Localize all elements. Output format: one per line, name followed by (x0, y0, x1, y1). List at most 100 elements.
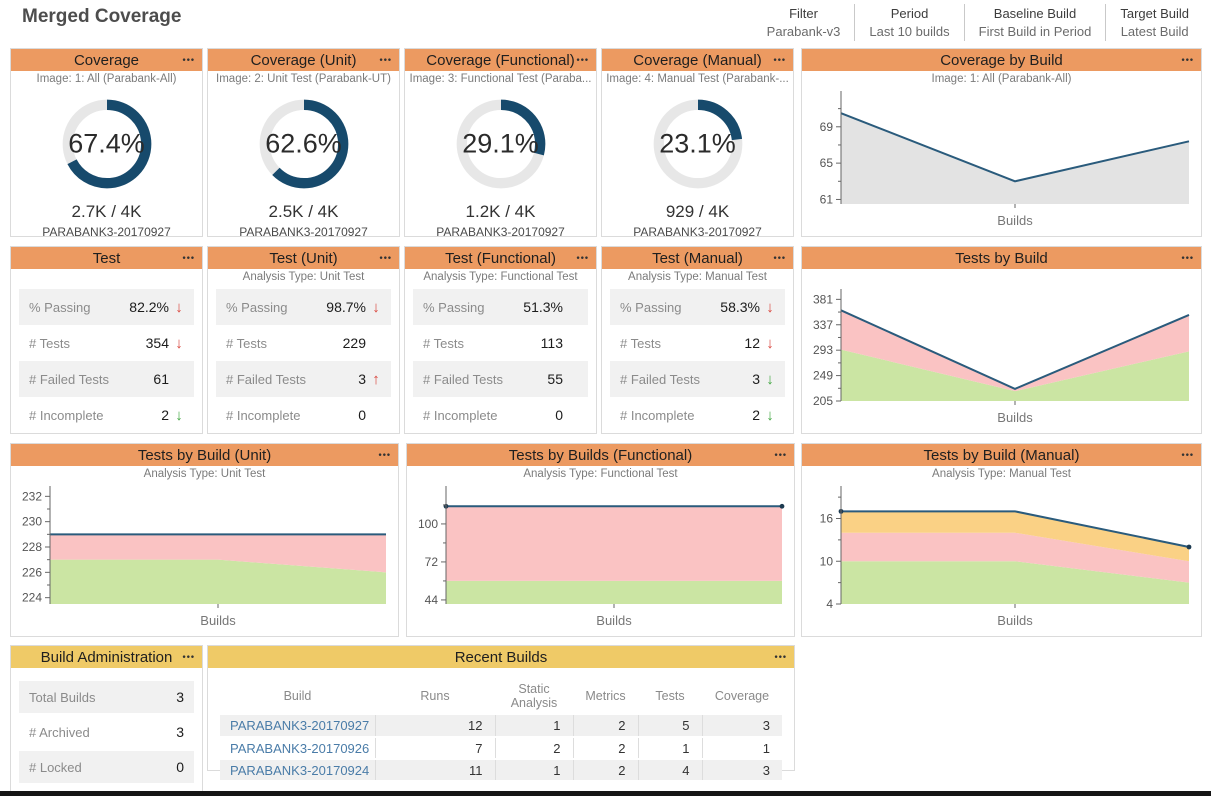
svg-text:226: 226 (22, 565, 42, 579)
widget-tests-by-builds-functional: Tests by Builds (Functional) ••• Analysi… (406, 443, 795, 637)
coverage-donut: 67.4% (11, 88, 202, 200)
coverage-percent: 62.6% (265, 128, 342, 159)
build-name: PARABANK3-20170927 (239, 225, 368, 239)
widget-header: Tests by Build ••• (802, 247, 1201, 269)
widget-title: Tests by Build (955, 249, 1048, 267)
stat-list: % Passing 82.2% ↓ # Tests 354 ↓ # Failed T… (11, 286, 202, 433)
svg-text:69: 69 (820, 120, 834, 134)
menu-icon[interactable]: ••• (576, 252, 589, 263)
coverage-percent: 23.1% (659, 128, 736, 159)
widget-test-functional: Test (Functional) ••• Analysis Type: Fun… (404, 246, 597, 434)
trend-arrow-icon: ↓ (175, 406, 183, 424)
svg-text:Builds: Builds (997, 613, 1033, 628)
widget-subtitle: Analysis Type: Unit Test (242, 271, 365, 283)
tests-by-build-manual-chart[interactable]: 4 10 16 Builds (803, 483, 1200, 634)
widget-header: Test (Manual) ••• (602, 247, 793, 269)
widget-subtitle: Image: 3: Functional Test (Paraba... (409, 73, 592, 85)
svg-text:61: 61 (820, 192, 834, 206)
coverage-fraction: 1.2K / 4K (465, 202, 536, 221)
stat-row: # Incomplete 2 ↓ (620, 406, 774, 424)
widget-coverage-manual: Coverage (Manual) ••• Image: 4: Manual T… (601, 48, 794, 239)
menu-icon[interactable]: ••• (378, 449, 391, 460)
svg-text:10: 10 (820, 554, 834, 568)
menu-icon[interactable]: ••• (774, 651, 787, 662)
stat-list: % Passing 98.7% ↓ # Tests 229 # Failed Te… (208, 286, 399, 433)
build-name: PARABANK3-20170927 (436, 225, 565, 239)
donut-chart (456, 99, 545, 189)
menu-icon[interactable]: ••• (774, 449, 787, 460)
build-name: PARABANK3-20170927 (42, 225, 171, 239)
stat-list: % Passing 58.3% ↓ # Tests 12 ↓ # Failed Te… (602, 286, 793, 433)
widget-title: Build Administration (40, 648, 173, 666)
stat-row: # Tests 12 ↓ (620, 334, 774, 352)
coverage-by-build-chart[interactable]: 61 65 69 Builds (803, 88, 1200, 234)
stat-row: Total Builds 3 (19, 681, 194, 713)
stat-row: # Tests 113 (423, 335, 563, 351)
svg-text:72: 72 (425, 555, 439, 569)
menu-icon[interactable]: ••• (379, 252, 392, 263)
baseline-build-setting[interactable]: Baseline Build First Build in Period (963, 4, 1106, 41)
trend-arrow-icon: ↓ (175, 298, 183, 316)
coverage-donut: 29.1% (405, 88, 596, 200)
menu-icon[interactable]: ••• (1181, 449, 1194, 460)
widget-subtitle: Image: 4: Manual Test (Parabank-... (606, 73, 789, 85)
col-metrics: Metrics (585, 689, 626, 703)
widget-header: Test (Functional) ••• (405, 247, 596, 269)
widget-header: Tests by Builds (Functional) ••• (407, 444, 794, 466)
widget-subtitle: Image: 1: All (Parabank-All) (931, 73, 1072, 85)
svg-text:228: 228 (22, 540, 42, 554)
stat-row: % Passing 82.2% ↓ (19, 289, 194, 325)
coverage-fraction: 2.5K / 4K (268, 202, 339, 221)
widget-header: Tests by Build (Unit) ••• (11, 444, 398, 466)
target-build-value: Latest Build (1120, 24, 1189, 39)
stat-row: # Archived 3 (29, 724, 184, 740)
menu-icon[interactable]: ••• (1181, 252, 1194, 263)
menu-icon[interactable]: ••• (773, 54, 786, 65)
target-build-setting[interactable]: Target Build Latest Build (1105, 4, 1203, 41)
dashboard-settings-bar: Filter Parabank-v3 Period Last 10 builds… (753, 4, 1203, 41)
period-setting[interactable]: Period Last 10 builds (854, 4, 963, 41)
svg-text:337: 337 (813, 318, 833, 332)
trend-arrow-icon: ↓ (175, 334, 183, 352)
widget-subtitle: Analysis Type: Functional Test (523, 468, 678, 480)
coverage-percent: 29.1% (462, 128, 539, 159)
target-build-label: Target Build (1120, 6, 1189, 21)
widget-test-unit: Test (Unit) ••• Analysis Type: Unit Test… (207, 246, 400, 434)
stat-row: % Passing 58.3% ↓ (610, 289, 785, 325)
filter-setting[interactable]: Filter Parabank-v3 (753, 4, 855, 41)
widget-title: Coverage by Build (940, 51, 1063, 69)
tests-by-builds-functional-chart[interactable]: 44 72 100 Builds (408, 483, 793, 634)
build-link[interactable]: PARABANK3-20170924 (230, 762, 370, 778)
widget-header: Test ••• (11, 247, 202, 269)
widget-test-manual: Test (Manual) ••• Analysis Type: Manual … (601, 246, 794, 434)
menu-icon[interactable]: ••• (182, 651, 195, 662)
build-link[interactable]: PARABANK3-20170926 (230, 740, 370, 756)
tests-by-build-chart[interactable]: 205 249 293 337 381 Builds (803, 286, 1200, 431)
col-runs: Runs (420, 689, 450, 703)
stat-row: # Incomplete 0 (423, 407, 563, 423)
widget-test: Test ••• % Passing 82.2% ↓ # Tests 354 ↓ #… (10, 246, 203, 434)
stat-row: % Passing 51.3% (413, 289, 588, 325)
widget-subtitle: Analysis Type: Manual Test (628, 271, 767, 283)
menu-icon[interactable]: ••• (1181, 54, 1194, 65)
menu-icon[interactable]: ••• (576, 54, 589, 65)
tests-by-build-unit-chart[interactable]: 224 226 228 230 232 Builds (12, 483, 397, 634)
svg-text:224: 224 (22, 591, 42, 605)
build-link[interactable]: PARABANK3-20170927 (230, 718, 370, 733)
widget-subtitle (11, 269, 202, 286)
donut-chart (62, 99, 151, 189)
widget-title: Test (Functional) (445, 249, 556, 267)
menu-icon[interactable]: ••• (773, 252, 786, 263)
stat-row: # Incomplete 0 (226, 407, 366, 423)
stat-row: # Tests 229 (226, 335, 366, 351)
svg-text:293: 293 (813, 343, 833, 357)
menu-icon[interactable]: ••• (182, 252, 195, 263)
menu-icon[interactable]: ••• (182, 54, 195, 65)
svg-text:232: 232 (22, 489, 42, 503)
menu-icon[interactable]: ••• (379, 54, 392, 65)
filter-label: Filter (789, 6, 818, 21)
stat-row: # Failed Tests 61 (19, 361, 194, 397)
widget-subtitle: Analysis Type: Unit Test (143, 468, 266, 480)
widget-build-administration: Build Administration ••• Total Builds 3 … (10, 645, 203, 794)
